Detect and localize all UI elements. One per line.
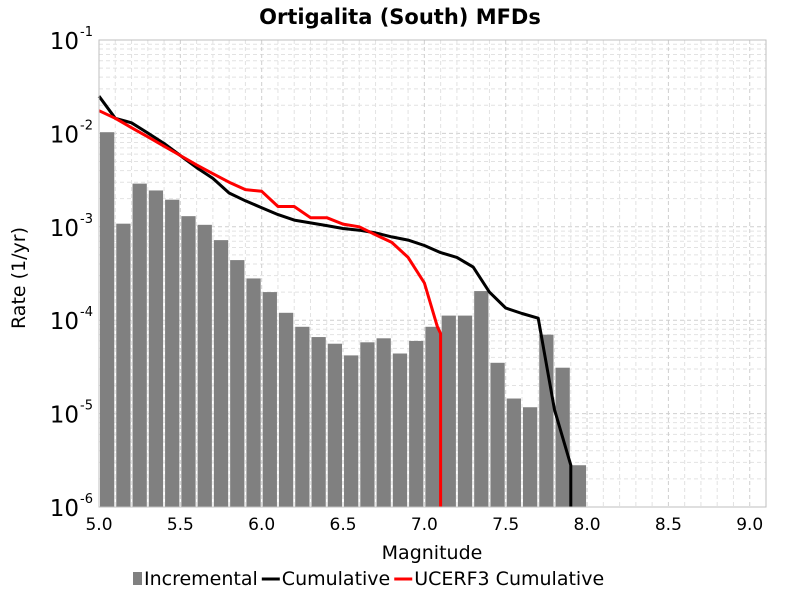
- incremental-bar: [441, 315, 456, 507]
- incremental-bar: [230, 260, 245, 507]
- y-tick-labels: 10-610-510-410-310-210-1: [50, 25, 93, 522]
- incremental-bar: [392, 353, 408, 507]
- incremental-bar: [213, 240, 229, 508]
- legend-label: UCERF3 Cumulative: [414, 568, 604, 590]
- incremental-bar: [311, 337, 326, 507]
- incremental-bars: [100, 132, 587, 508]
- incremental-bar: [181, 216, 196, 507]
- incremental-bar: [197, 224, 212, 507]
- y-tick-label: 10 -4: [50, 305, 93, 335]
- incremental-bar: [148, 190, 164, 507]
- y-tick-label: 10 -2: [50, 118, 93, 148]
- legend-swatch-bar: [133, 572, 142, 585]
- x-axis-label: Magnitude: [382, 542, 483, 564]
- x-tick-label: 9.0: [736, 515, 763, 535]
- x-tick-label: 6.0: [248, 515, 275, 535]
- legend-label: Incremental: [144, 568, 258, 590]
- y-tick-base: 10: [50, 496, 79, 522]
- incremental-bar: [116, 223, 131, 507]
- legend-item: Incremental: [133, 568, 258, 590]
- x-tick-label: 7.0: [411, 515, 438, 535]
- incremental-bar: [425, 326, 440, 507]
- incremental-bar: [327, 343, 343, 507]
- x-tick-label: 6.5: [330, 515, 357, 535]
- legend-item: Cumulative: [261, 568, 390, 590]
- incremental-bar: [376, 338, 391, 507]
- incremental-bar: [278, 312, 294, 507]
- y-tick-exponent: -6: [80, 492, 93, 507]
- incremental-bar: [262, 292, 277, 507]
- x-tick-label: 5.0: [85, 515, 112, 535]
- y-tick-label: 10 -1: [50, 25, 93, 55]
- y-tick-exponent: -5: [80, 399, 93, 414]
- y-tick-exponent: -2: [80, 118, 93, 133]
- y-tick-label: 10 -5: [50, 399, 93, 429]
- y-tick-label: 10 -3: [50, 212, 93, 242]
- y-tick-base: 10: [50, 403, 79, 429]
- plot-frame: [98, 39, 767, 508]
- chart-title: Ortigalita (South) MFDs: [259, 5, 541, 29]
- incremental-bar: [571, 465, 587, 507]
- y-tick-base: 10: [50, 29, 79, 55]
- incremental-bar: [490, 362, 505, 507]
- y-tick-label: 10 -6: [50, 492, 93, 522]
- x-tick-label: 7.5: [492, 515, 519, 535]
- incremental-bar: [132, 183, 147, 507]
- grid: [98, 40, 767, 508]
- incremental-bar: [246, 278, 261, 507]
- y-tick-exponent: -4: [80, 305, 93, 320]
- x-tick-label: 8.0: [574, 515, 601, 535]
- incremental-bar: [100, 132, 115, 508]
- y-tick-exponent: -3: [80, 212, 93, 227]
- incremental-bar: [506, 398, 521, 507]
- x-tick-labels: 5.0 5.5 6.0 6.5 7.0 7.5 8.0 8.5 9.0: [85, 515, 763, 535]
- incremental-bar: [457, 315, 473, 507]
- incremental-bar: [360, 342, 375, 507]
- incremental-bar: [295, 326, 310, 507]
- incremental-bar: [522, 407, 538, 507]
- y-tick-base: 10: [50, 309, 79, 335]
- incremental-bar: [165, 199, 180, 508]
- legend-label: Cumulative: [282, 568, 390, 590]
- y-axis-label: Rate (1/yr): [8, 227, 30, 329]
- legend: Incremental Cumulative UCERF3 Cumulative: [133, 568, 604, 590]
- x-tick-label: 8.5: [655, 515, 682, 535]
- incremental-bar: [409, 340, 424, 507]
- ucerf3-cumulative-line: [98, 109, 443, 507]
- legend-item: UCERF3 Cumulative: [394, 568, 604, 590]
- x-tick-label: 5.5: [167, 515, 194, 535]
- y-tick-base: 10: [50, 216, 79, 242]
- incremental-bar: [344, 355, 359, 507]
- incremental-bar: [474, 291, 489, 507]
- y-tick-exponent: -1: [80, 25, 93, 40]
- y-tick-base: 10: [50, 122, 79, 148]
